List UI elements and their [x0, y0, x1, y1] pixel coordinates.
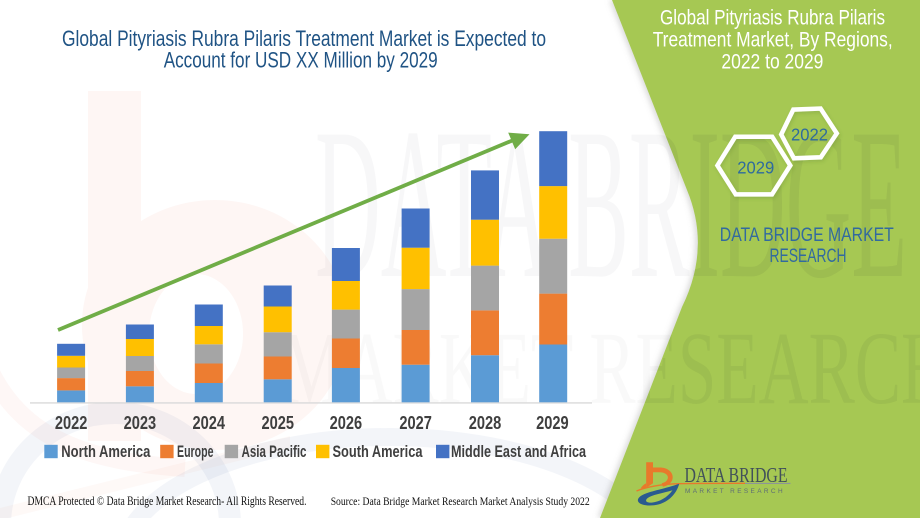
svg-text:2026: 2026 [330, 412, 363, 433]
svg-text:Middle East and Africa: Middle East and Africa [451, 442, 586, 461]
svg-text:2025: 2025 [261, 412, 294, 433]
svg-text:South America: South America [333, 442, 423, 461]
svg-text:MARKET RESEARCH: MARKET RESEARCH [685, 488, 785, 495]
svg-text:Global Pityriasis Rubra Pilari: Global Pityriasis Rubra Pilaris [660, 7, 885, 30]
svg-text:2028: 2028 [469, 412, 502, 433]
svg-text:Asia Pacific: Asia Pacific [242, 442, 307, 461]
svg-text:2027: 2027 [399, 412, 432, 433]
svg-text:2029: 2029 [737, 158, 774, 178]
svg-text:Account for USD XX Million by: Account for USD XX Million by 2029 [164, 47, 438, 72]
svg-text:2023: 2023 [124, 412, 157, 433]
svg-text:RESEARCH: RESEARCH [770, 246, 847, 267]
svg-text:Europe: Europe [177, 442, 214, 461]
svg-text:2022: 2022 [791, 124, 828, 144]
svg-text:Treatment Market, By Regions,: Treatment Market, By Regions, [653, 29, 893, 52]
svg-text:DMCA Protected © Data Bridge M: DMCA Protected © Data Bridge Market Rese… [28, 493, 307, 508]
svg-text:DATA BRIDGE MARKET: DATA BRIDGE MARKET [720, 225, 894, 246]
svg-text:DATA BRIDGE: DATA BRIDGE [685, 463, 788, 487]
svg-text:North America: North America [61, 442, 150, 461]
svg-text:Global Pityriasis Rubra Pilari: Global Pityriasis Rubra Pilaris Treatmen… [62, 26, 546, 51]
svg-text:2022: 2022 [55, 412, 88, 433]
svg-text:2022 to 2029: 2022 to 2029 [721, 51, 823, 74]
svg-text:Source: Data Bridge Market Res: Source: Data Bridge Market Research Mark… [331, 494, 590, 508]
svg-text:2024: 2024 [193, 412, 226, 433]
svg-text:2029: 2029 [536, 412, 569, 433]
